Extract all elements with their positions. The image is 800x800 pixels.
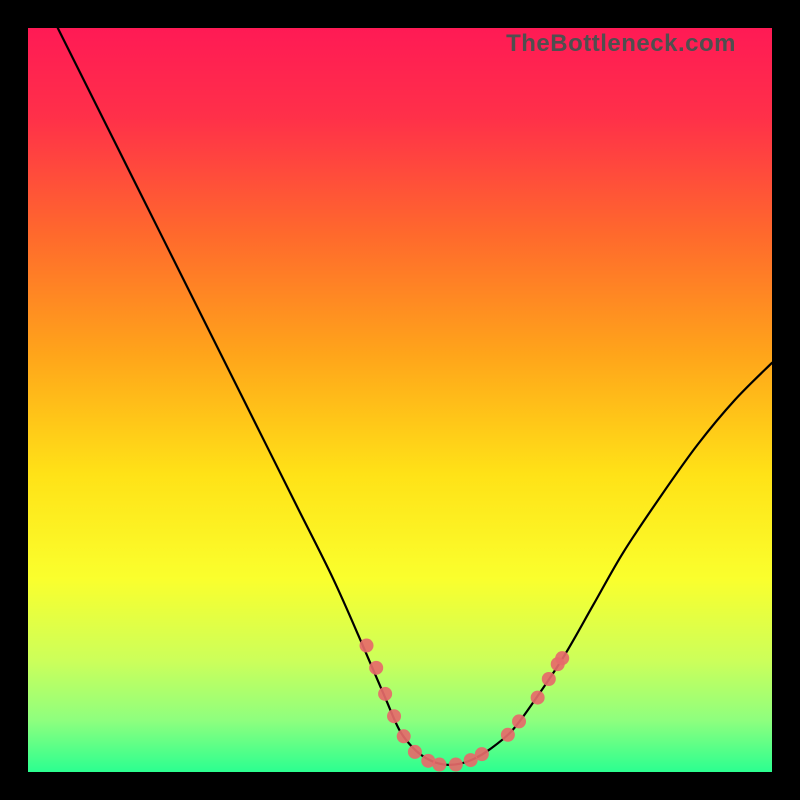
- optimal-range-marker: [387, 709, 401, 723]
- optimal-range-marker: [408, 745, 422, 759]
- optimal-range-marker: [542, 672, 556, 686]
- optimal-range-marker: [369, 661, 383, 675]
- optimal-range-marker: [378, 687, 392, 701]
- optimal-range-marker: [432, 758, 446, 772]
- optimal-range-marker: [531, 691, 545, 705]
- optimal-range-marker: [501, 728, 515, 742]
- plot-area: [28, 28, 772, 772]
- bottleneck-curve-chart: [28, 28, 772, 772]
- optimal-range-marker: [397, 729, 411, 743]
- optimal-range-marker: [512, 714, 526, 728]
- optimal-range-marker: [475, 747, 489, 761]
- watermark-text: TheBottleneck.com: [506, 30, 736, 58]
- optimal-range-marker: [449, 758, 463, 772]
- chart-frame: TheBottleneck.com: [0, 0, 800, 800]
- optimal-range-marker: [360, 639, 374, 653]
- optimal-range-marker: [555, 651, 569, 665]
- gradient-background: [28, 28, 772, 772]
